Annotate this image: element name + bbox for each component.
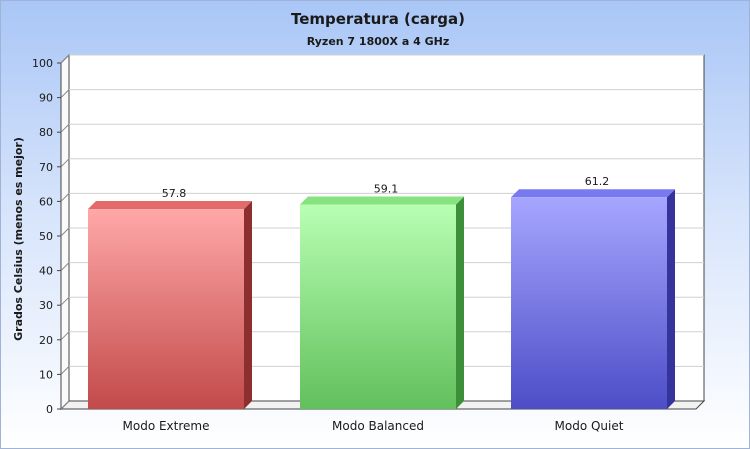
bar-side bbox=[456, 196, 464, 409]
data-label: 57.8 bbox=[162, 187, 187, 200]
y-tick-label: 0 bbox=[46, 403, 53, 416]
bar bbox=[511, 197, 667, 409]
bar-side bbox=[667, 189, 675, 409]
y-tick-label: 50 bbox=[39, 230, 53, 243]
gridline-depth bbox=[60, 123, 70, 133]
bar bbox=[300, 204, 456, 409]
y-tick-label: 20 bbox=[39, 334, 53, 347]
y-tick-label: 80 bbox=[39, 126, 53, 139]
y-tick-label: 40 bbox=[39, 265, 53, 278]
gridline-depth bbox=[60, 366, 70, 375]
bar-top bbox=[300, 196, 464, 205]
gridline-depth bbox=[60, 158, 70, 168]
data-label: 61.2 bbox=[585, 175, 610, 188]
x-tick-label: Modo Balanced bbox=[332, 419, 424, 433]
bar-top bbox=[88, 201, 252, 210]
gridline-depth bbox=[60, 54, 70, 64]
x-tick-label: Modo Quiet bbox=[555, 419, 624, 433]
y-tick-label: 30 bbox=[39, 299, 53, 312]
y-tick-label: 70 bbox=[39, 161, 53, 174]
y-tick-label: 60 bbox=[39, 195, 53, 208]
gridline-depth bbox=[60, 89, 70, 98]
y-tick-label: 10 bbox=[39, 368, 53, 381]
chart-title: Temperatura (carga) bbox=[291, 10, 465, 28]
bar-side bbox=[244, 201, 252, 409]
gridline-depth bbox=[60, 193, 70, 202]
gridline-depth bbox=[60, 296, 70, 306]
gridline-depth bbox=[60, 331, 70, 341]
bar bbox=[88, 209, 244, 409]
x-tick-label: Modo Extreme bbox=[123, 419, 210, 433]
gridline-depth bbox=[60, 400, 70, 410]
y-tick-label: 90 bbox=[39, 92, 53, 105]
y-tick-label: 100 bbox=[32, 57, 53, 70]
y-axis-label: Grados Celsius (menos es mejor) bbox=[12, 137, 25, 341]
chart-subtitle: Ryzen 7 1800X a 4 GHz bbox=[307, 35, 449, 48]
bar-top bbox=[511, 189, 675, 198]
gridline-depth bbox=[60, 227, 70, 237]
plot-area: 0 10 20 30 40 50 60 70 80 90 100 57.8 Modo Extreme 59… bbox=[32, 53, 706, 433]
gridline-depth bbox=[60, 262, 70, 271]
data-label: 59.1 bbox=[374, 183, 399, 196]
